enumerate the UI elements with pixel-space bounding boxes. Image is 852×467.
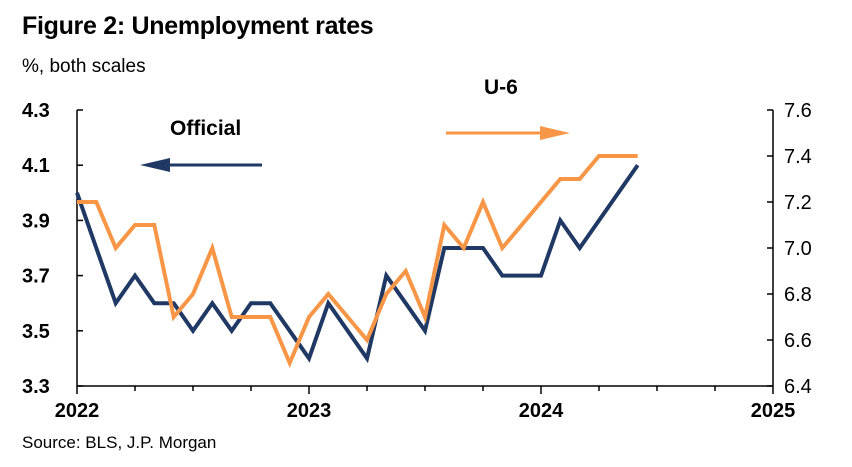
right-tick-label: 7.6 — [784, 100, 812, 122]
x-tick-label: 2024 — [519, 400, 564, 422]
series-line-u-6 — [77, 154, 638, 369]
left-tick-label: 3.7 — [22, 266, 50, 288]
chart-source: Source: BLS, J.P. Morgan — [22, 433, 217, 452]
x-tick-label: 2023 — [287, 400, 332, 422]
right-tick-label: 7.0 — [784, 238, 812, 260]
annotations-group: Official U-6 — [140, 76, 570, 172]
annotation-official-label: Official — [170, 117, 241, 140]
x-tick-label: 2022 — [55, 400, 100, 422]
left-tick-label: 3.5 — [22, 321, 50, 343]
left-tick-label: 4.3 — [22, 100, 50, 122]
left-tick-label: 3.3 — [22, 376, 50, 398]
series-lines-group — [75, 154, 640, 369]
right-tick-label: 6.4 — [784, 376, 812, 398]
right-tick-label: 6.8 — [784, 284, 812, 306]
annotation-u6-label: U-6 — [484, 76, 518, 99]
left-tick-label: 3.9 — [22, 210, 50, 232]
right-tick-label: 6.6 — [784, 330, 812, 352]
x-tick-label: 2025 — [751, 400, 796, 422]
annotation-u6-arrowhead — [540, 126, 570, 140]
chart-title: Figure 2: Unemployment rates — [22, 12, 374, 40]
chart-subtitle: %, both scales — [22, 56, 146, 77]
left-tick-label: 4.1 — [22, 155, 50, 177]
right-tick-label: 7.2 — [784, 192, 812, 214]
unemployment-line-chart: 3.3 3.5 3.7 3.9 4.1 4.3 6.4 6.6 6.8 7.0 7.2 7.4 7.6 2… — [22, 76, 812, 422]
series-line-official — [75, 164, 640, 364]
right-tick-label: 7.4 — [784, 146, 812, 168]
annotation-official-arrowhead — [140, 158, 170, 172]
axes-group: 3.3 3.5 3.7 3.9 4.1 4.3 6.4 6.6 6.8 7.0 7.2 7.4 7.6 2… — [22, 100, 812, 422]
